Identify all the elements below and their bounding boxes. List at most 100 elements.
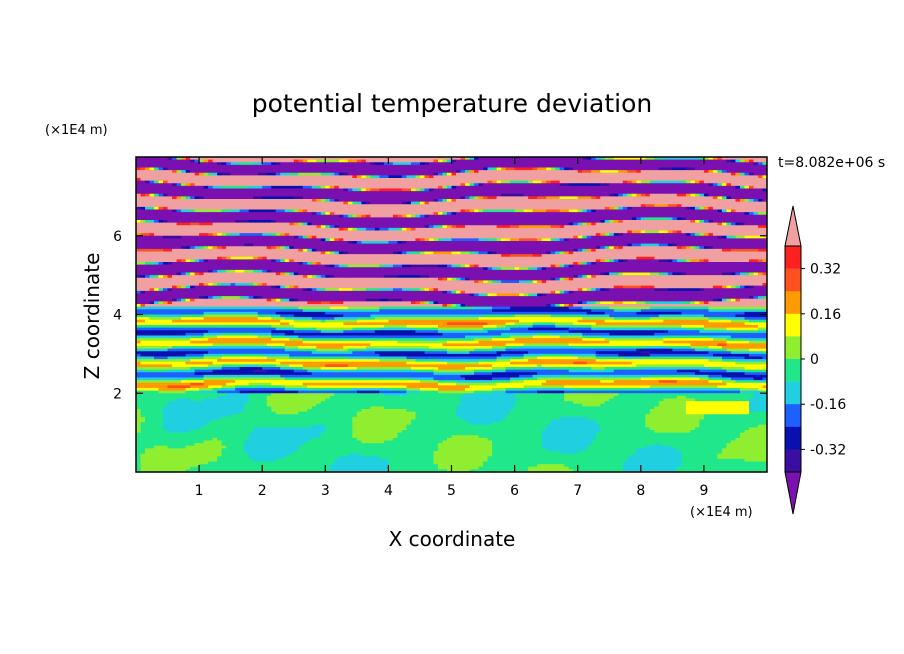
field-cell — [316, 164, 322, 169]
field-cell — [456, 162, 462, 166]
field-cell — [685, 157, 691, 161]
field-cell — [672, 164, 678, 169]
field-cell — [600, 159, 606, 163]
field-cell — [699, 162, 705, 166]
field-cell — [591, 167, 597, 171]
field-cell — [451, 175, 457, 179]
field-cell — [618, 167, 624, 171]
field-cell — [392, 172, 399, 176]
field-cell — [154, 172, 160, 176]
field-cell — [316, 175, 322, 179]
field-cell — [541, 175, 547, 179]
field-cell — [257, 159, 263, 163]
field-cell — [383, 167, 389, 171]
field-cell — [483, 159, 489, 163]
field-cell — [289, 164, 295, 169]
field-cell — [703, 164, 710, 169]
field-cell — [203, 175, 209, 179]
field-cell — [685, 170, 691, 174]
field-cell — [460, 159, 466, 163]
field-cell — [401, 170, 408, 174]
field-cell — [194, 157, 200, 161]
field-cell — [555, 172, 561, 176]
field-cell — [573, 175, 579, 179]
field-cell — [694, 162, 700, 166]
field-cell — [730, 159, 737, 163]
field-cell — [361, 162, 367, 166]
field-cell — [194, 175, 200, 179]
field-cell — [302, 175, 308, 179]
field-cell — [744, 172, 750, 176]
field-cell — [154, 159, 160, 163]
field-cell — [442, 172, 448, 176]
field-cell — [163, 157, 169, 161]
field-cell — [352, 159, 358, 163]
field-cell — [645, 170, 651, 174]
field-cell — [658, 162, 664, 166]
field-cell — [654, 170, 660, 174]
field-cell — [275, 172, 281, 176]
field-cell — [649, 167, 655, 171]
field-cell — [185, 159, 191, 163]
field-cell — [663, 172, 669, 176]
field-cell — [654, 172, 660, 176]
field-cell — [136, 170, 142, 174]
field-cell — [492, 164, 498, 169]
field-cell — [325, 157, 331, 161]
field-cell — [546, 172, 552, 176]
field-cell — [379, 159, 385, 163]
field-cell — [163, 164, 169, 169]
field-cell — [555, 167, 561, 171]
field-cell — [559, 167, 565, 171]
field-cell — [419, 159, 426, 163]
field-cell — [307, 167, 313, 171]
field-cell — [519, 159, 525, 163]
field-cell — [266, 167, 272, 171]
field-cell — [501, 162, 507, 166]
field-cell — [316, 172, 322, 176]
field-cell — [546, 175, 552, 179]
field-cell — [753, 159, 759, 163]
field-cell — [604, 170, 610, 174]
field-cell — [172, 175, 178, 179]
field-cell — [365, 170, 371, 174]
field-cell — [293, 170, 299, 174]
field-cell — [591, 172, 597, 176]
field-cell — [753, 157, 759, 161]
field-cell — [428, 164, 435, 169]
field-cell — [537, 162, 543, 166]
field-cell — [343, 159, 349, 163]
field-cell — [356, 175, 362, 179]
field-cell — [717, 170, 723, 174]
field-cell — [658, 159, 664, 163]
field-cell — [586, 157, 592, 161]
field-cell — [154, 170, 160, 174]
field-cell — [739, 170, 746, 174]
field-cell — [203, 170, 209, 174]
field-cell — [239, 159, 245, 163]
field-cell — [136, 164, 142, 169]
field-cell — [649, 164, 655, 169]
field-cell — [730, 170, 737, 174]
field-cell — [410, 162, 417, 166]
field-cell — [410, 175, 417, 179]
field-cell — [163, 162, 169, 166]
field-cell — [469, 162, 475, 166]
field-cell — [618, 162, 624, 166]
field-cell — [280, 167, 286, 171]
field-cell — [645, 172, 651, 176]
field-cell — [510, 164, 516, 169]
field-cell — [573, 164, 579, 169]
field-cell — [496, 162, 502, 166]
field-cell — [622, 162, 628, 166]
field-cell — [176, 159, 182, 163]
field-cell — [311, 162, 317, 166]
field-cell — [483, 162, 489, 166]
field-cell — [343, 175, 349, 179]
field-cell — [483, 172, 489, 176]
field-cell — [401, 164, 408, 169]
field-cell — [667, 162, 673, 166]
field-cell — [721, 172, 728, 176]
field-cell — [181, 164, 187, 169]
field-cell — [356, 172, 362, 176]
